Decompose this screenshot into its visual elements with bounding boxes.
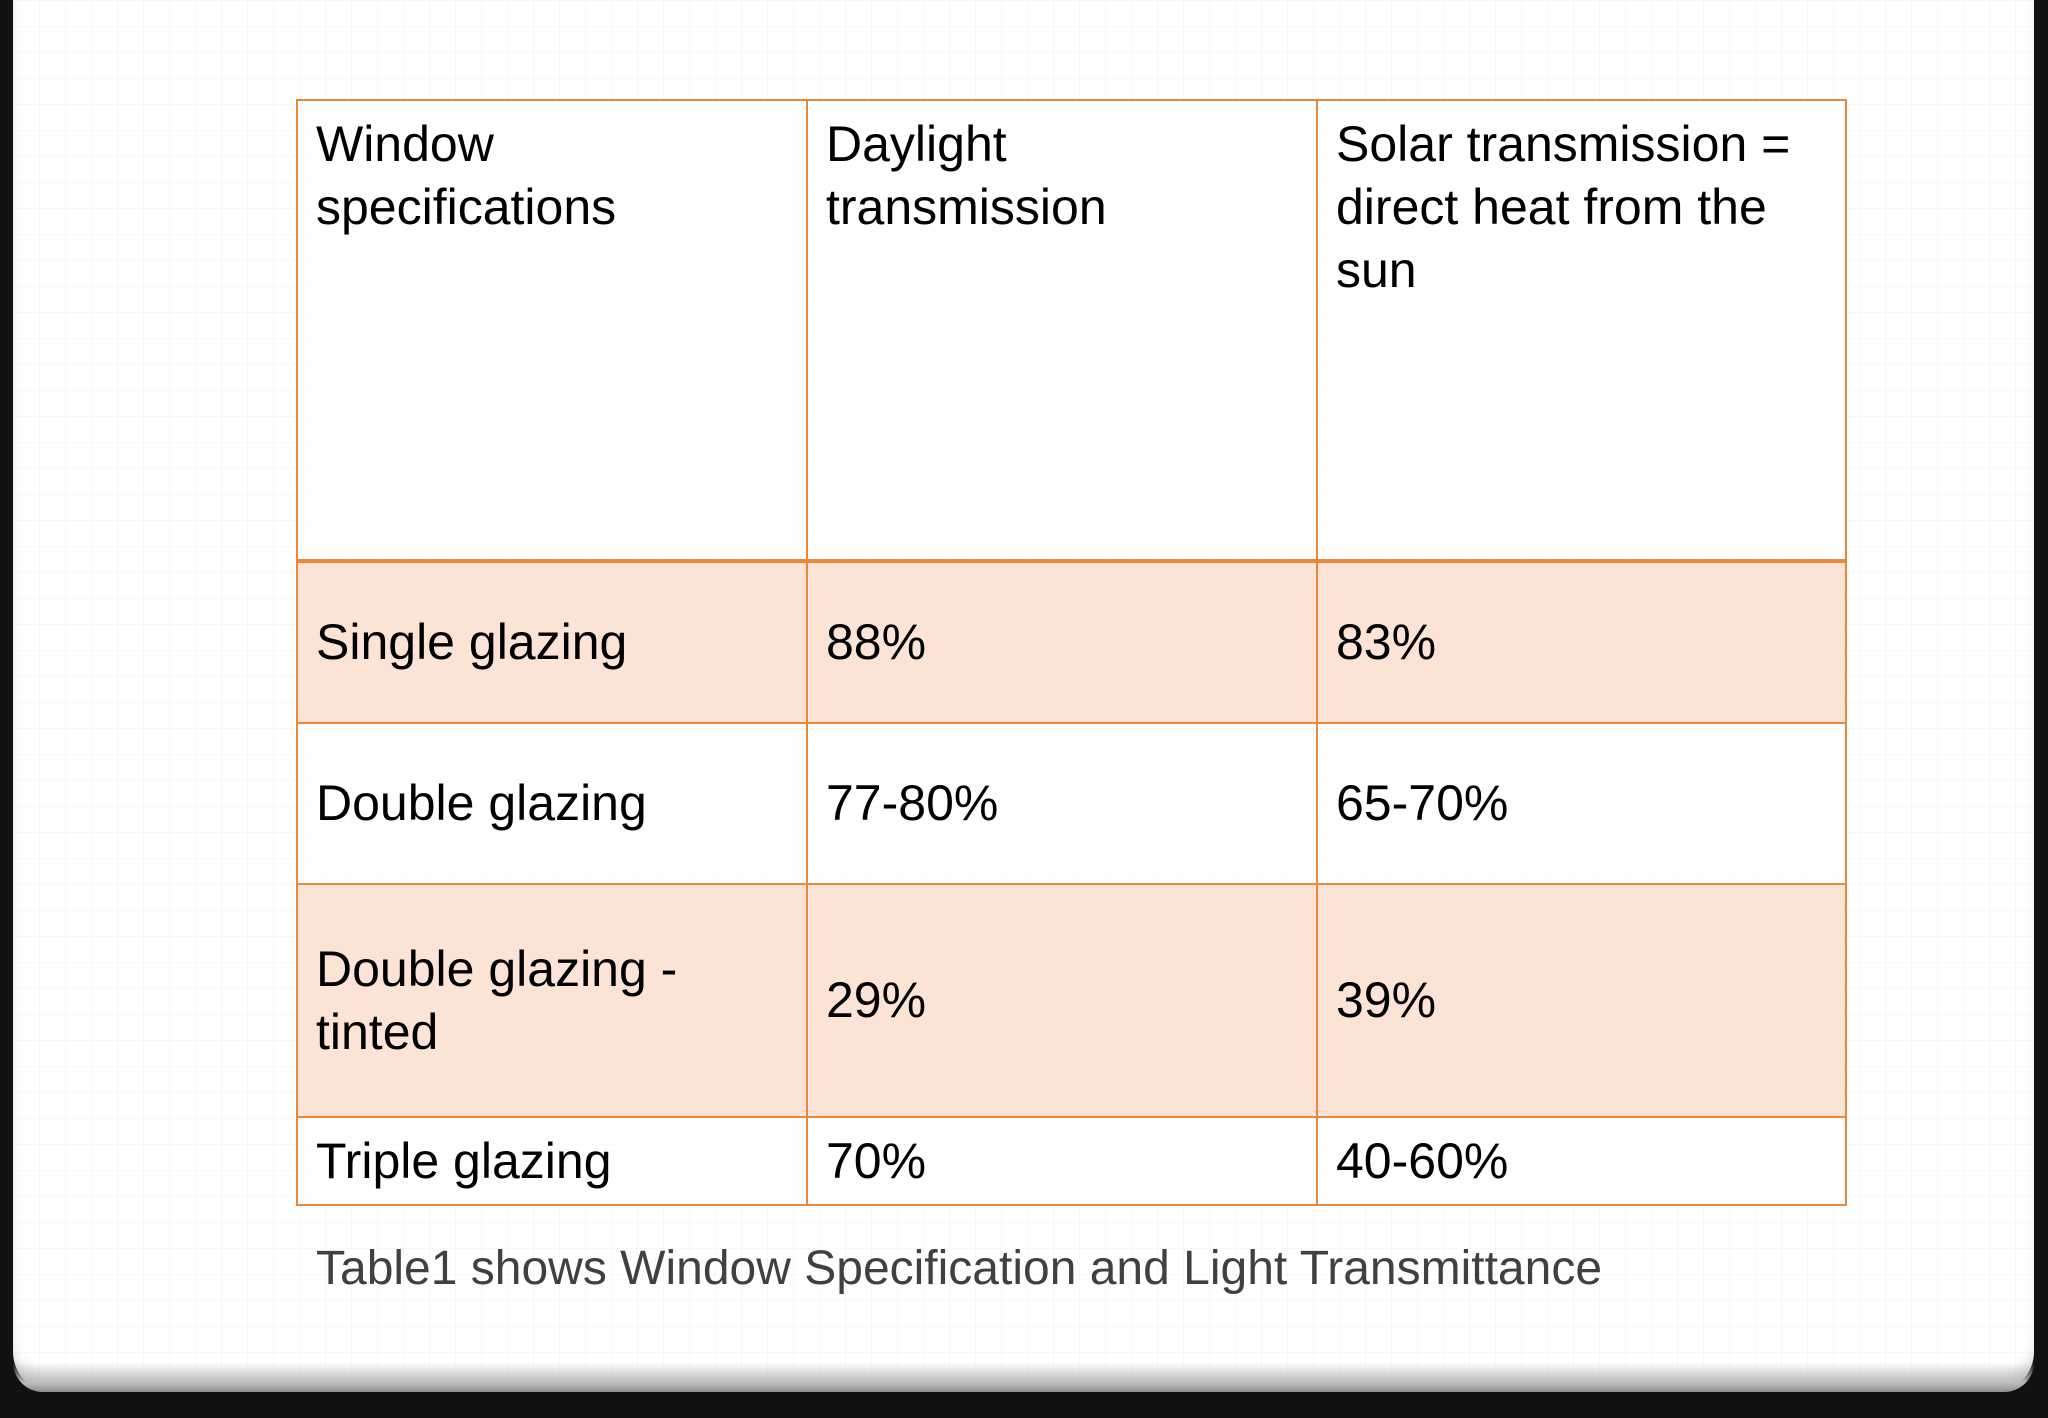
table-cell: Double glazing - tinted — [296, 883, 808, 1118]
table-cell: 77-80% — [806, 722, 1318, 885]
table-caption: Table1 shows Window Specification and Li… — [316, 1242, 1603, 1295]
header-daylight-transmission: Daylight transmission — [806, 99, 1318, 563]
table-row: Double glazing 77-80% 65-70% — [296, 722, 1847, 885]
window-spec-table: Window specifications Daylight transmiss… — [296, 99, 1847, 1206]
table-row: Single glazing 88% 83% — [296, 560, 1847, 724]
table-header-row: Window specifications Daylight transmiss… — [296, 99, 1847, 563]
table-row: Double glazing - tinted 29% 39% — [296, 883, 1847, 1118]
table-cell: Double glazing — [296, 722, 808, 885]
table-cell: 88% — [806, 560, 1318, 724]
table-cell: 39% — [1316, 883, 1847, 1118]
header-solar-transmission: Solar transmission = direct heat from th… — [1316, 99, 1847, 563]
table-cell: 70% — [806, 1116, 1318, 1206]
table-row: Triple glazing 70% 40-60% — [296, 1116, 1847, 1206]
slide: Window specifications Daylight transmiss… — [13, 0, 2034, 1392]
table-cell: 83% — [1316, 560, 1847, 724]
table-cell: 65-70% — [1316, 722, 1847, 885]
table-cell: 40-60% — [1316, 1116, 1847, 1206]
slide-bottom-edge — [13, 1362, 2034, 1392]
table-cell: Single glazing — [296, 560, 808, 724]
table-cell: 29% — [806, 883, 1318, 1118]
header-window-specifications: Window specifications — [296, 99, 808, 563]
table-cell: Triple glazing — [296, 1116, 808, 1206]
